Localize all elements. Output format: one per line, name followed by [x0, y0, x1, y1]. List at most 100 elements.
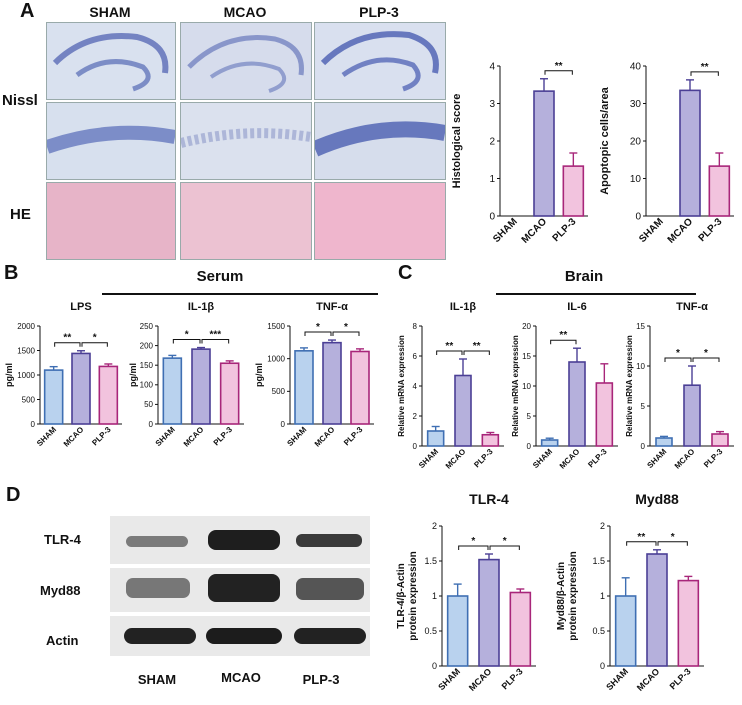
- chart-title: TNF-α: [316, 301, 348, 313]
- significance-bracket: [550, 339, 577, 345]
- category-label: MCAO: [313, 425, 337, 449]
- significance-label: **: [559, 330, 567, 341]
- group-label-serum: Serum: [196, 268, 244, 285]
- significance-label: **: [637, 532, 645, 543]
- category-label: PLP-3: [342, 425, 365, 448]
- category-label: SHAM: [417, 447, 440, 470]
- bar-plp-3: [350, 350, 370, 425]
- bar-sham: [655, 437, 673, 447]
- chart-histological-score: 0 1 2 3 4 Histological score SHAM MCAO PLP-3 **: [451, 61, 588, 246]
- blot-band: [126, 578, 190, 598]
- blot-band: [296, 534, 362, 547]
- blot-row-actin: Actin: [46, 633, 79, 648]
- significance-label: *: [185, 330, 189, 341]
- y-tick-label: 100: [140, 381, 154, 390]
- significance-label: **: [473, 341, 481, 352]
- blot-col-plp3: PLP-3: [302, 672, 340, 687]
- category-label: MCAO: [558, 447, 582, 471]
- he-plp3-image: [314, 182, 446, 260]
- bar-plp-3: [98, 365, 119, 425]
- nissl-high-sham-image: [46, 102, 176, 180]
- category-label: PLP-3: [668, 666, 693, 691]
- bar-mcao: [683, 384, 701, 447]
- y-tick-label: 1: [600, 591, 605, 601]
- category-label: SHAM: [491, 216, 520, 245]
- category-label: MCAO: [444, 447, 468, 471]
- y-tick-label: 30: [630, 99, 642, 110]
- y-tick-label: 2: [489, 137, 495, 148]
- significance-bracket: [626, 541, 657, 546]
- category-label: PLP-3: [212, 425, 235, 448]
- significance-bracket: [544, 70, 573, 75]
- y-tick-label: 500: [272, 387, 286, 396]
- y-tick-label: 0: [281, 420, 286, 429]
- category-label: MCAO: [520, 216, 550, 246]
- y-tick-label: 2: [413, 412, 418, 421]
- bar-plp-3: [509, 591, 532, 667]
- y-tick-label: 3: [489, 99, 495, 110]
- y-tick-label: 10: [522, 382, 531, 391]
- significance-bracket: [664, 357, 692, 362]
- bar-sham: [614, 595, 637, 667]
- y-tick-label: 5: [641, 402, 646, 411]
- panel-letter-b: B: [4, 262, 19, 284]
- category-label: SHAM: [637, 216, 666, 245]
- category-label: PLP-3: [472, 447, 495, 470]
- neuron-band-drawing: [315, 121, 445, 157]
- group-label-brain: Brain: [564, 268, 604, 285]
- chart-title: Myd88: [635, 491, 679, 507]
- category-label: MCAO: [666, 216, 696, 246]
- y-tick-label: 20: [630, 137, 642, 148]
- y-tick-label: 10: [636, 362, 645, 371]
- y-tick-label: 1000: [17, 371, 35, 380]
- y-tick-label: 0.5: [592, 626, 605, 636]
- category-label: PLP-3: [586, 447, 609, 470]
- category-label: PLP-3: [702, 447, 725, 470]
- neuron-band-drawing: [181, 128, 311, 148]
- y-axis-label: Relative mRNA expression: [397, 335, 406, 437]
- significance-label: *: [704, 348, 708, 359]
- y-tick-label: 0: [635, 212, 641, 223]
- y-tick-label: 1500: [17, 346, 35, 355]
- panel-letter-d: D: [6, 484, 21, 506]
- category-label: MCAO: [673, 447, 697, 471]
- bar-sham: [446, 595, 469, 667]
- y-axis-label: protein expression: [568, 551, 579, 640]
- y-tick-label: 0: [149, 420, 154, 429]
- y-tick-label: 20: [522, 322, 531, 331]
- chart-title: TNF-α: [676, 301, 708, 313]
- y-tick-label: 5: [527, 412, 532, 421]
- blot-strip-actin: [110, 616, 370, 656]
- bar-plp-3: [562, 165, 585, 217]
- bar-sham: [43, 369, 64, 425]
- panel-letter-a: A: [20, 0, 35, 22]
- blot-band: [126, 536, 188, 547]
- chart-title: TLR-4: [469, 491, 509, 507]
- bar-plp-3: [708, 165, 731, 217]
- y-tick-label: 0: [31, 420, 36, 429]
- significance-bracket: [332, 331, 360, 337]
- category-label: SHAM: [154, 425, 177, 448]
- significance-label: **: [701, 62, 709, 73]
- category-label: SHAM: [436, 666, 462, 692]
- category-label: PLP-3: [551, 216, 579, 244]
- bar-sham: [162, 357, 183, 425]
- group-line-serum: [102, 293, 378, 295]
- blot-band: [206, 628, 282, 644]
- category-label: MCAO: [182, 425, 206, 449]
- significance-bracket: [690, 71, 719, 76]
- category-label: SHAM: [604, 666, 630, 692]
- significance-bracket: [172, 339, 201, 344]
- significance-label: ***: [209, 330, 221, 341]
- significance-label: *: [93, 333, 97, 344]
- category-label: SHAM: [645, 447, 668, 470]
- chart-il1b-brain: IL-1β 0 2 4 6 8 Relative mRNA expression SHAM MC…: [397, 301, 504, 471]
- micro-col-sham: SHAM: [89, 4, 131, 20]
- y-tick-label: 0: [600, 661, 605, 671]
- significance-bracket: [692, 357, 720, 362]
- chart-title: IL-6: [567, 301, 587, 313]
- significance-bracket: [657, 541, 688, 546]
- y-tick-label: 1.5: [424, 556, 437, 566]
